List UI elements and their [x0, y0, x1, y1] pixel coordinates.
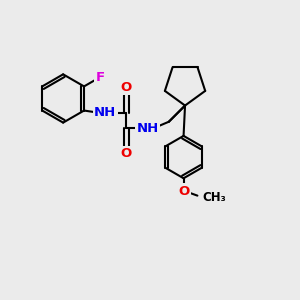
Text: O: O — [121, 81, 132, 94]
Text: F: F — [95, 71, 104, 84]
Text: NH: NH — [94, 106, 116, 119]
Text: O: O — [178, 185, 189, 198]
Text: O: O — [121, 147, 132, 160]
Text: NH: NH — [136, 122, 159, 135]
Text: CH₃: CH₃ — [202, 190, 226, 204]
